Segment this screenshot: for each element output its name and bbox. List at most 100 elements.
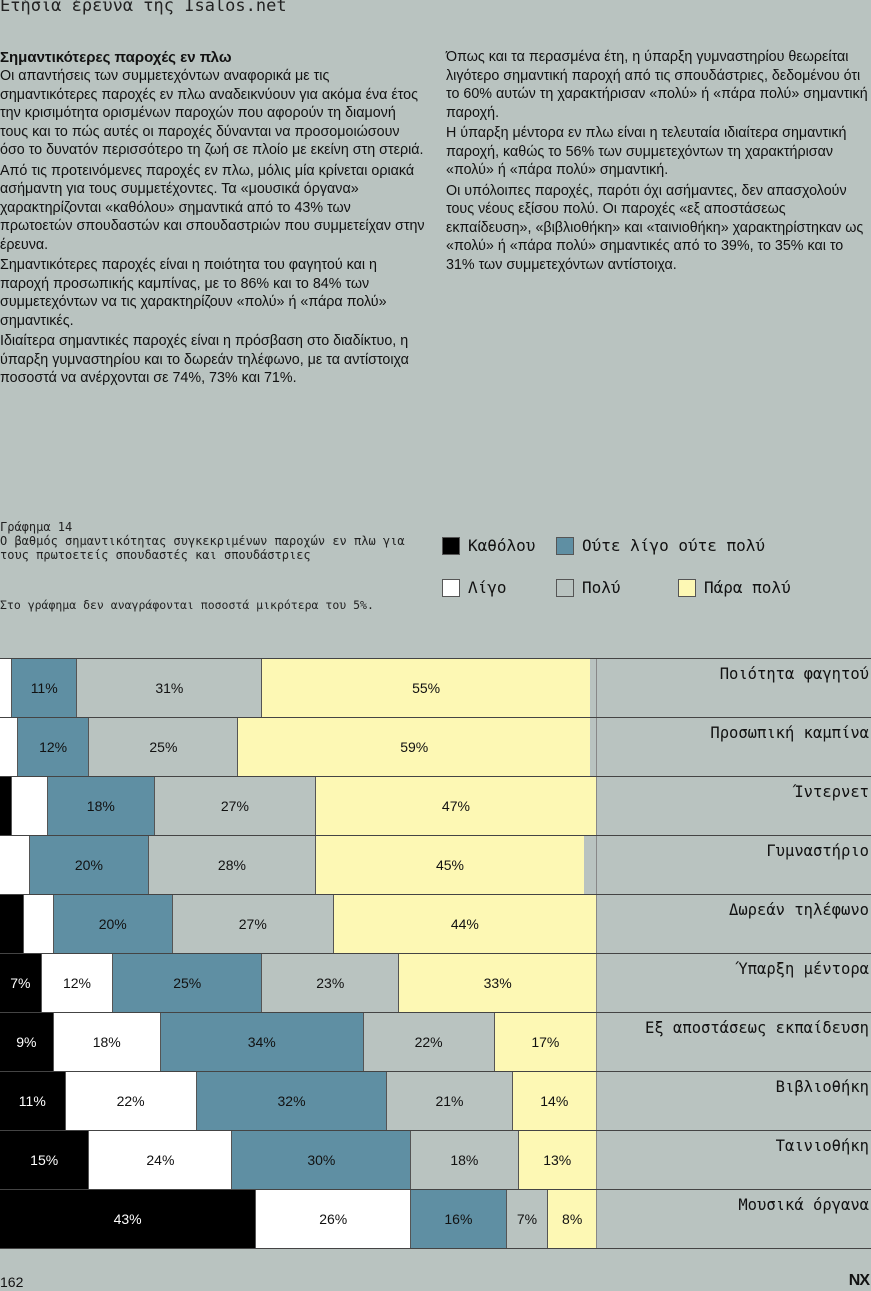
bar-segment: 20% [53, 895, 173, 953]
bar-segment: 21% [387, 1072, 513, 1130]
bar-segment: 23% [262, 954, 400, 1012]
bar-segment: 12% [41, 954, 114, 1012]
bar-segment [0, 836, 30, 894]
bar-segment: 28% [149, 836, 316, 894]
category-label: Ίντερνετ [794, 783, 869, 801]
paragraph: Η ύπαρξη μέντορα εν πλω είναι η τελευταί… [446, 125, 847, 178]
legend-label: Πολύ [582, 578, 621, 597]
figure-caption-text: Ο βαθμός σημαντικότητας συγκεκριμένων πα… [0, 534, 405, 562]
bar-segment: 55% [262, 659, 591, 717]
bar-segment: 18% [47, 777, 155, 835]
legend-swatch [442, 536, 460, 555]
bar-segment [0, 777, 12, 835]
bar-segment: 44% [333, 895, 596, 953]
bar-segment: 18% [53, 1013, 161, 1071]
data-label: 15% [30, 1152, 59, 1168]
stacked-bar-chart: 11% 31% 55% Ποιότητα φαγητού 12% 25% 59% Προσωπ… [0, 658, 871, 1249]
data-label: 18% [450, 1152, 479, 1168]
data-label: 47% [441, 798, 470, 814]
chart-row: 20% 28% 45% Γυμναστήριο [0, 835, 871, 894]
data-label: 7% [516, 1211, 538, 1227]
legend-label: Λίγο [468, 578, 507, 597]
bar-segment [0, 895, 24, 953]
data-label: 8% [562, 1211, 583, 1227]
legend-swatch [678, 578, 696, 597]
bar-segment: 17% [494, 1013, 596, 1071]
bar-segment: 25% [89, 718, 239, 776]
chart-row: 20% 27% 44% Δωρεάν τηλέφωνο [0, 894, 871, 953]
bar-segment: 26% [256, 1190, 412, 1248]
figure-number: Γράφημα 14 [0, 520, 73, 534]
article-right-column: Όπως και τα περασμένα έτη, η ύπαρξη γυμν… [446, 48, 871, 276]
data-label: 20% [74, 857, 103, 873]
bar-segment: 14% [512, 1072, 596, 1130]
data-label: 20% [98, 916, 127, 932]
data-label: 24% [146, 1152, 175, 1168]
data-label: 11% [18, 1093, 46, 1109]
bar-segment: 11% [11, 659, 78, 717]
figure-caption: Γράφημα 14 Ο βαθμός σημαντικότητας συγκε… [0, 520, 420, 562]
data-label: 27% [220, 798, 249, 814]
data-label: 27% [238, 916, 267, 932]
legend-item: Καθόλου [442, 536, 535, 555]
legend-label: Ούτε λίγο ούτε πολύ [582, 536, 766, 555]
legend-swatch [442, 578, 460, 597]
data-label: 25% [149, 739, 178, 755]
data-label: 31% [155, 680, 184, 696]
row-label-area [596, 954, 871, 1012]
legend-item: Πάρα πολύ [678, 578, 791, 597]
legend-label: Καθόλου [468, 536, 536, 555]
category-label: Μουσικά όργανα [738, 1196, 869, 1214]
chart-row: 9% 18% 34% 22% 17% Εξ αποστάσεως εκπαίδευση [0, 1012, 871, 1071]
bar-segment [11, 777, 48, 835]
bar-segment: 20% [29, 836, 149, 894]
data-label: 16% [444, 1211, 473, 1227]
paragraph: Από τις προτεινόμενες παροχές εν πλω, μό… [0, 162, 425, 253]
legend-item: Λίγο [442, 578, 507, 597]
page-number: 162 [0, 1274, 24, 1290]
article-left-column: Σημαντικότερες παροχές εν πλω Οι απαντήσ… [0, 48, 426, 390]
data-label: 23% [316, 975, 345, 991]
data-label: 34% [247, 1034, 276, 1050]
row-label-area [596, 718, 871, 776]
paragraph: Όπως και τα περασμένα έτη, η ύπαρξη γυμν… [446, 49, 868, 121]
bar-segment [0, 718, 18, 776]
data-label: 32% [277, 1093, 306, 1109]
bar-segment: 16% [411, 1190, 507, 1248]
data-label: 12% [62, 975, 91, 991]
legend-item: Πολύ [556, 578, 621, 597]
category-label: Δωρεάν τηλέφωνο [729, 901, 869, 919]
chart-row: 18% 27% 47% Ίντερνετ [0, 776, 871, 835]
bar-segment: 30% [232, 1131, 412, 1189]
category-label: Ποιότητα φαγητού [719, 665, 869, 683]
data-label: 9% [16, 1034, 37, 1050]
data-label: 59% [400, 739, 429, 755]
bar-segment: 7% [0, 954, 42, 1012]
data-label: 26% [319, 1211, 348, 1227]
row-label-area [596, 1190, 871, 1248]
data-label: 55% [412, 680, 441, 696]
category-label: Προσωπική καμπίνα [710, 724, 869, 742]
category-label: Γυμναστήριο [766, 842, 869, 860]
bar-segment: 34% [160, 1013, 364, 1071]
bar-segment: 22% [363, 1013, 495, 1071]
category-label: Βιβλιοθήκη [775, 1078, 869, 1096]
bar-segment: 12% [17, 718, 90, 776]
data-label: 22% [116, 1093, 145, 1109]
bar-segment: 25% [113, 954, 263, 1012]
paragraph: Σημαντικότερες παροχές είναι η ποιότητα … [0, 257, 387, 329]
data-label: 22% [414, 1034, 443, 1050]
row-label-area [596, 836, 871, 894]
bar-segment: 24% [89, 1131, 233, 1189]
data-label: 18% [86, 798, 115, 814]
data-label: 43% [113, 1211, 142, 1227]
data-label: 13% [543, 1152, 572, 1168]
legend-swatch [556, 536, 574, 555]
bar-segment: 27% [154, 777, 316, 835]
bar-segment: 7% [506, 1190, 549, 1248]
bar-segment: 18% [411, 1131, 519, 1189]
data-label: 21% [435, 1093, 464, 1109]
section-heading: Σημαντικότερες παροχές εν πλω [0, 49, 232, 66]
chart-row: 11% 31% 55% Ποιότητα φαγητού [0, 658, 871, 717]
figure-note: Στο γράφημα δεν αναγράφονται ποσοστά μικ… [0, 598, 374, 612]
